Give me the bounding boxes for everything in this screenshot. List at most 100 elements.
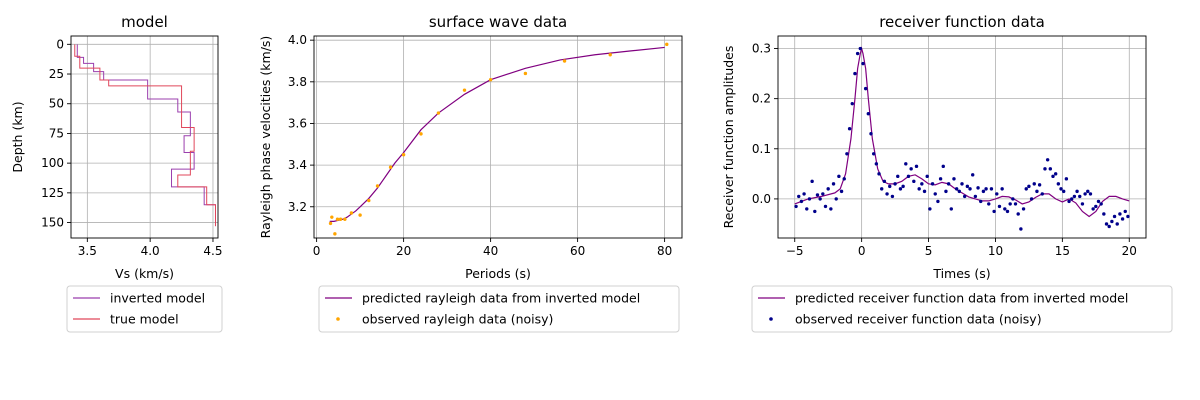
y-tick-label: 100 [41,156,64,170]
data-point [898,187,903,191]
data-point [839,189,844,194]
data-point [343,217,347,221]
data-point [973,194,978,199]
chart-rf: −5 0 5 10 15 20 0.0 0.1 0.2 0.3 receiver function … [721,13,1173,333]
data-point [462,88,467,92]
data-point [987,202,991,206]
data-point [997,204,1002,209]
data-point [930,182,935,186]
data-point [802,192,806,196]
data-point [861,61,865,66]
data-point [1059,187,1063,191]
data-point [1070,197,1074,201]
x-tick-label: 0 [313,244,321,258]
data-point [797,194,801,199]
y-tick-label: 3.2 [288,200,307,214]
data-point [896,174,900,179]
y-tick-label: 4.0 [288,33,307,47]
plot-area [74,44,216,227]
plot-area [328,42,669,236]
data-point [971,173,975,177]
x-tick-label: 20 [396,244,411,258]
data-point [893,182,897,186]
data-point [1008,202,1012,206]
data-point [813,209,817,214]
y-tick-label: 0.0 [752,192,771,206]
data-point [1016,212,1020,216]
data-point [928,207,932,211]
data-point [349,211,354,215]
data-point [1005,209,1010,214]
plot-area [794,46,1130,231]
x-axis-label: Vs (km/s) [115,266,174,281]
legend-label-0: predicted receiver function data from in… [795,291,1128,306]
y-tick-label: 125 [41,186,64,200]
data-point [853,71,857,76]
legend: inverted model true model [66,285,223,333]
y-tick-label: 0.2 [752,92,771,106]
data-point [920,182,924,186]
y-tick-label: 150 [41,216,64,230]
data-point [869,132,873,136]
data-point [1011,197,1015,201]
data-point [1003,207,1007,211]
data-point [810,179,814,184]
data-point [1035,189,1039,194]
data-point [1021,207,1026,211]
chart-surface: 0 20 40 60 80 3.2 3.4 3.6 3.8 4.0 surface wave dat… [258,13,683,333]
legend-box [318,285,680,333]
data-point [901,184,905,189]
series-line-0 [76,44,216,227]
x-tick-label: 80 [657,244,672,258]
y-tick-label: 75 [49,126,64,140]
y-tick-label: 3.4 [288,158,307,172]
y-axis-label: Depth (km) [10,101,25,172]
data-point [388,165,393,169]
data-point [1040,192,1044,196]
data-point [1053,172,1058,176]
data-point [818,197,822,201]
data-point [829,207,833,211]
data-point [815,193,820,197]
y-tick-label: 50 [49,97,64,111]
data-point [888,184,892,189]
y-tick-label: 25 [49,67,64,81]
data-point [992,209,996,214]
y-axis-label: Receiver function amplitudes [721,46,736,229]
data-point [328,221,333,226]
x-tick-label: 0 [858,244,866,258]
data-point [1024,187,1028,191]
data-point [608,53,612,57]
data-point [1091,207,1095,211]
data-point [1019,227,1023,231]
data-point [401,153,406,157]
data-point [976,186,980,190]
data-point [1056,182,1061,186]
data-point [831,182,836,186]
legend-label-0: inverted model [110,291,205,306]
data-point [968,187,972,191]
data-point [871,152,876,156]
data-point [562,59,567,63]
y-tick-label: 0.1 [752,142,771,156]
data-point [807,197,812,201]
data-point [338,217,343,221]
data-point [957,189,962,194]
data-point [941,164,945,169]
data-point [1045,158,1050,162]
data-point [885,192,889,196]
data-point [880,187,884,191]
data-point [1037,183,1042,187]
legend-box [66,285,223,333]
data-point [375,184,380,188]
data-point [1083,192,1087,196]
data-point [1072,194,1077,199]
data-point [358,213,362,217]
data-point [912,179,916,184]
data-point [904,162,908,166]
y-tick-label: 3.6 [288,116,307,130]
data-point [989,187,994,191]
legend-label-0: predicted rayleigh data from inverted mo… [362,291,640,306]
